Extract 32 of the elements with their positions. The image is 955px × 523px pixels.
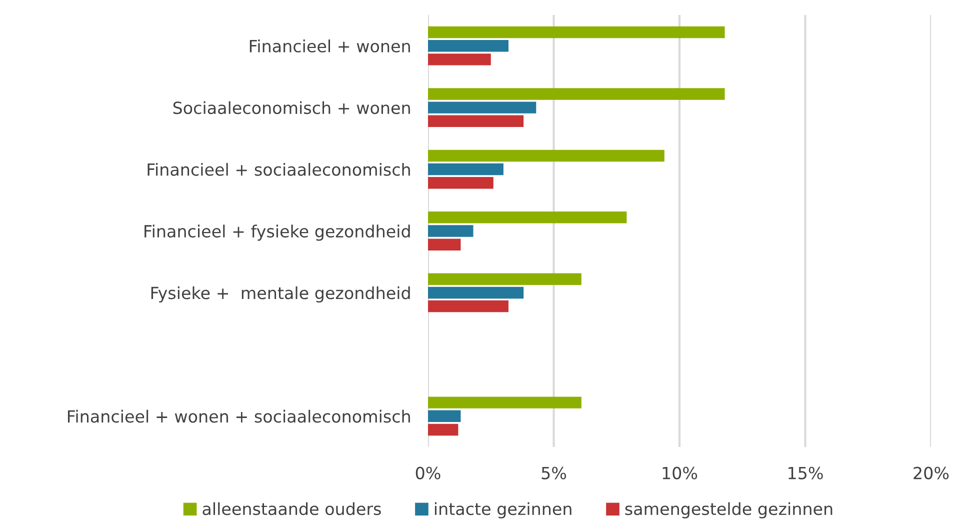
- bar: [428, 88, 725, 100]
- bar: [428, 150, 664, 162]
- bar: [428, 26, 725, 38]
- y-tick-label: Financieel + sociaaleconomisch: [148, 162, 410, 176]
- bar: [428, 54, 491, 66]
- legend-label: intacte gezinnen: [434, 502, 572, 518]
- y-tick-label: Financieel + wonen + sociaaleconomisch: [68, 410, 410, 423]
- x-tick-label: 0%: [416, 466, 440, 480]
- bar: [428, 238, 461, 250]
- y-tick-label: Financieel + fysieke gezondheid: [144, 224, 410, 241]
- bar: [428, 396, 582, 408]
- y-tick-label: Fysieke + mentale gezondheid: [151, 286, 410, 303]
- bar: [428, 40, 508, 52]
- bar: [428, 424, 458, 436]
- bar: [428, 225, 474, 237]
- bar: [428, 410, 461, 422]
- x-tick-label: 5%: [542, 466, 566, 480]
- bar: [428, 286, 524, 299]
- legend-label: alleenstaande ouders: [202, 502, 381, 516]
- bar: [428, 212, 627, 224]
- y-tick-label: Financieel + wonen: [250, 40, 410, 52]
- bar: [428, 300, 508, 312]
- bar: [428, 163, 504, 176]
- y-tick-label: Sociaaleconomisch + wonen: [173, 101, 410, 114]
- bar: [428, 273, 582, 285]
- bar: [428, 115, 524, 128]
- bar: [428, 102, 536, 114]
- x-tick-label: 15%: [788, 466, 823, 480]
- legend-label: samengestelde gezinnen: [625, 502, 832, 518]
- bar: [428, 177, 494, 189]
- x-tick-label: 10%: [662, 466, 698, 480]
- x-tick-label: 20%: [914, 466, 949, 480]
